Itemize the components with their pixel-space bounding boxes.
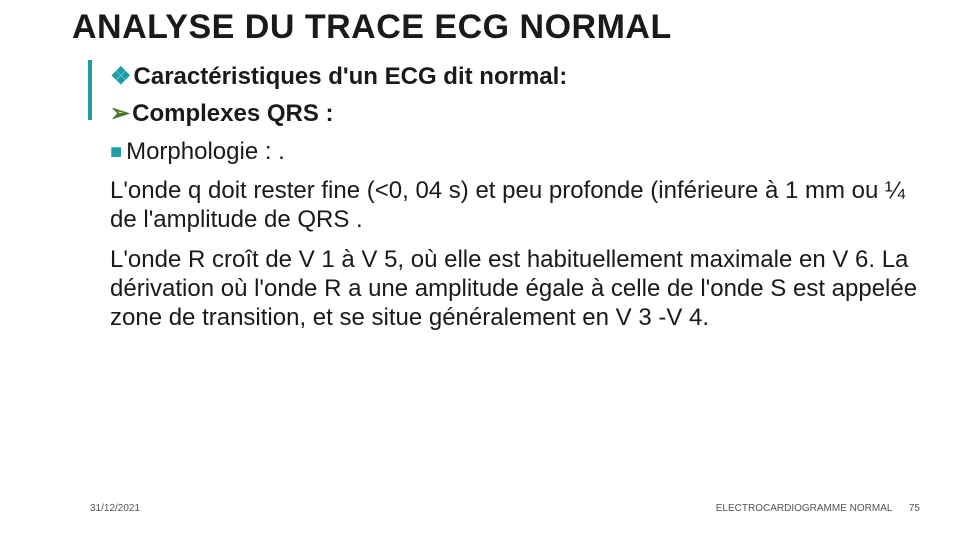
slide-title: ANALYSE DU TRACE ECG NORMAL: [72, 8, 672, 47]
paragraph-onde-q: L'onde q doit rester fine (<0, 04 s) et …: [110, 176, 920, 235]
footer-page-number: 75: [909, 503, 920, 514]
line-complexes: ➢Complexes QRS :: [110, 99, 920, 128]
paragraph-onde-r: L'onde R croît de V 1 à V 5, où elle est…: [110, 245, 920, 333]
accent-bar: [88, 60, 92, 120]
diamond-bullet-icon: ❖: [110, 63, 132, 90]
content-block: ❖Caractéristiques d'un ECG dit normal: ➢…: [110, 62, 920, 332]
line1-text: Caractéristiques d'un ECG dit normal:: [134, 63, 568, 90]
square-bullet-icon: ■: [110, 141, 122, 163]
line-caracteristiques: ❖Caractéristiques d'un ECG dit normal:: [110, 62, 920, 91]
line2-text: Complexes QRS :: [132, 100, 333, 127]
footer-right: ELECTROCARDIOGRAMME NORMAL 75: [716, 503, 920, 514]
slide: ANALYSE DU TRACE ECG NORMAL ❖Caractérist…: [0, 0, 960, 540]
footer-date: 31/12/2021: [90, 503, 140, 514]
line-morphologie: ■Morphologie : .: [110, 138, 920, 166]
arrow-bullet-icon: ➢: [110, 100, 130, 127]
line3-text: Morphologie : .: [126, 138, 285, 165]
footer-label: ELECTROCARDIOGRAMME NORMAL: [716, 503, 892, 514]
